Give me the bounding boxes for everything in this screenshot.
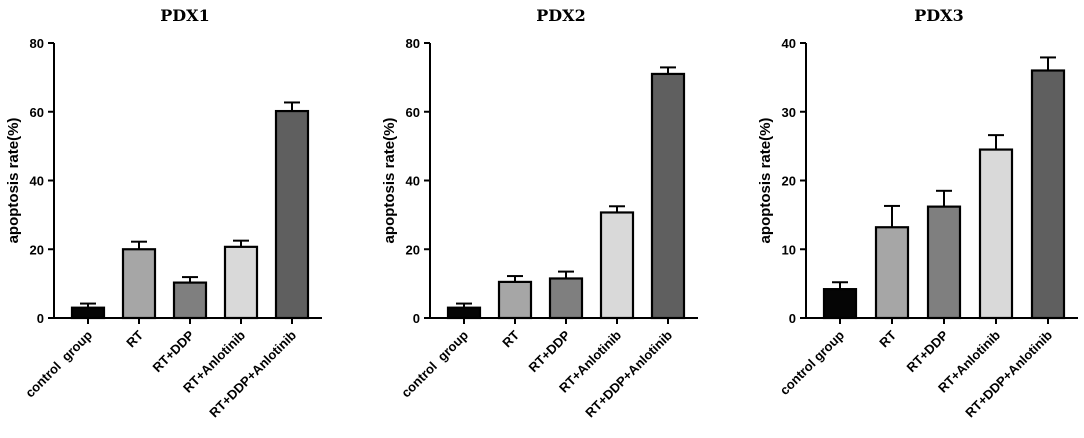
x-category-label: RT bbox=[499, 327, 522, 350]
x-category-label: control group bbox=[398, 327, 471, 400]
y-axis-label: apoptosis rate(%) bbox=[757, 118, 774, 244]
y-tick-label: 20 bbox=[406, 242, 420, 257]
y-tick-label: 80 bbox=[406, 36, 420, 51]
bar-rt-ddp bbox=[548, 277, 584, 320]
chart-panel-1: PDX1 apoptosis rate(%) 0 20 40 60 80 control gr… bbox=[5, 6, 322, 420]
bar-control-group bbox=[822, 288, 858, 320]
bar-control-group bbox=[70, 306, 106, 320]
x-category-label: RT+DDP+Anlotinib bbox=[206, 327, 299, 420]
panel-title: PDX1 bbox=[160, 6, 209, 25]
y-tick-label: 20 bbox=[782, 174, 796, 189]
x-category-label: RT+DDP bbox=[149, 327, 197, 375]
y-tick-label: 40 bbox=[30, 174, 44, 189]
bar-control-group bbox=[446, 306, 482, 320]
y-tick-label: 30 bbox=[782, 105, 796, 120]
y-tick-label: 40 bbox=[406, 174, 420, 189]
bar-rt-ddp bbox=[926, 205, 962, 320]
y-tick-label: 0 bbox=[789, 311, 796, 326]
y-tick-label: 80 bbox=[30, 36, 44, 51]
bar-rt-ddp-anlotinib bbox=[650, 72, 686, 320]
y-tick-label: 20 bbox=[30, 242, 44, 257]
bar-rt-ddp-anlotinib bbox=[274, 109, 310, 320]
chart-panel-3: PDX3 apoptosis rate(%) 0 10 20 30 40 control gr… bbox=[757, 6, 1078, 420]
bar-rt-ddp-anlotinib bbox=[1030, 69, 1066, 320]
chart-panel-2: PDX2 apoptosis rate(%) 0 20 40 60 80 control gr… bbox=[381, 6, 698, 420]
x-category-label: RT+DDP bbox=[525, 327, 573, 375]
panel-title: PDX3 bbox=[914, 6, 963, 25]
x-category-label: control group bbox=[777, 327, 847, 397]
bar-rt bbox=[121, 248, 157, 320]
bar-rt-anlotinib bbox=[978, 148, 1014, 320]
y-tick-label: 10 bbox=[782, 242, 796, 257]
bar-rt bbox=[874, 226, 910, 320]
y-axis-label: apoptosis rate(%) bbox=[381, 118, 398, 244]
y-tick-label: 0 bbox=[37, 311, 44, 326]
bar-rt-anlotinib bbox=[599, 211, 635, 320]
panel-title: PDX2 bbox=[536, 6, 585, 25]
y-tick-label: 60 bbox=[406, 105, 420, 120]
y-tick-label: 0 bbox=[413, 311, 420, 326]
x-category-label: RT+DDP+Anlotinib bbox=[582, 327, 675, 420]
x-category-label: RT+DDP bbox=[903, 327, 951, 375]
x-category-label: RT bbox=[876, 327, 899, 350]
y-axis-label: apoptosis rate(%) bbox=[5, 118, 22, 244]
bar-rt bbox=[497, 280, 533, 320]
x-category-label: control group bbox=[22, 327, 95, 400]
x-category-label: RT bbox=[123, 327, 146, 350]
bar-rt-ddp bbox=[172, 281, 208, 320]
bar-rt-anlotinib bbox=[223, 245, 259, 320]
y-tick-label: 40 bbox=[782, 36, 796, 51]
y-tick-label: 60 bbox=[30, 105, 44, 120]
x-category-label: RT+DDP+Anlotinib bbox=[962, 327, 1055, 420]
